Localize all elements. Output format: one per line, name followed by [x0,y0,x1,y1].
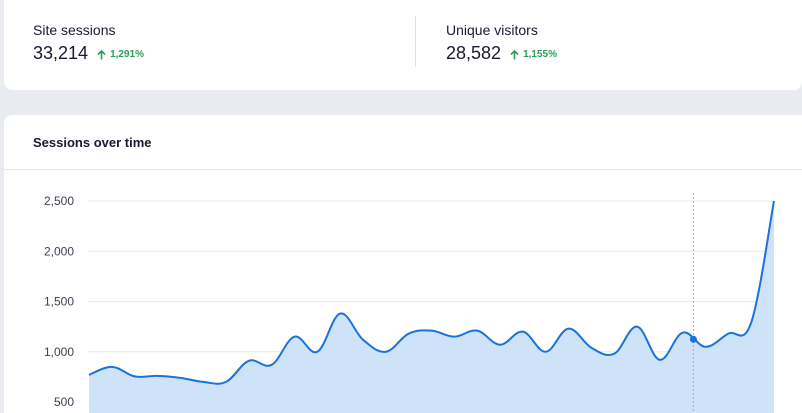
chart-card: Sessions over time 2,500 2,000 1,500 1,000 5… [4,115,802,413]
area-fill [89,201,774,413]
arrow-up-icon [510,50,519,60]
y-tick-label: 1,000 [44,345,74,359]
y-tick-label: 2,500 [44,194,74,208]
stat-site-sessions[interactable]: Site sessions 33,214 1,291% [33,22,144,64]
stat-unique-visitors[interactable]: Unique visitors 28,582 1,155% [446,22,557,64]
hover-point [689,335,697,343]
y-tick-label: 500 [54,395,74,409]
stat-value: 33,214 [33,43,89,63]
divider [4,169,802,170]
sessions-chart[interactable]: 2,500 2,000 1,500 1,000 500 [4,115,802,413]
stat-label: Site sessions [33,22,116,38]
y-tick-label: 2,000 [44,244,74,258]
chart-title: Sessions over time [33,135,152,150]
stat-value: 28,582 [446,43,502,63]
stat-change-text: 1,291% [110,48,144,60]
stats-card: Site sessions 33,214 1,291% Unique visit… [4,0,802,90]
stat-label: Unique visitors [446,22,538,38]
stat-change: 1,155% [510,49,557,60]
stat-change: 1,291% [97,49,144,60]
y-tick-label: 1,500 [44,295,74,309]
divider [415,16,416,67]
arrow-up-icon [97,50,106,60]
stat-change-text: 1,155% [523,48,557,60]
series-line [88,200,775,385]
